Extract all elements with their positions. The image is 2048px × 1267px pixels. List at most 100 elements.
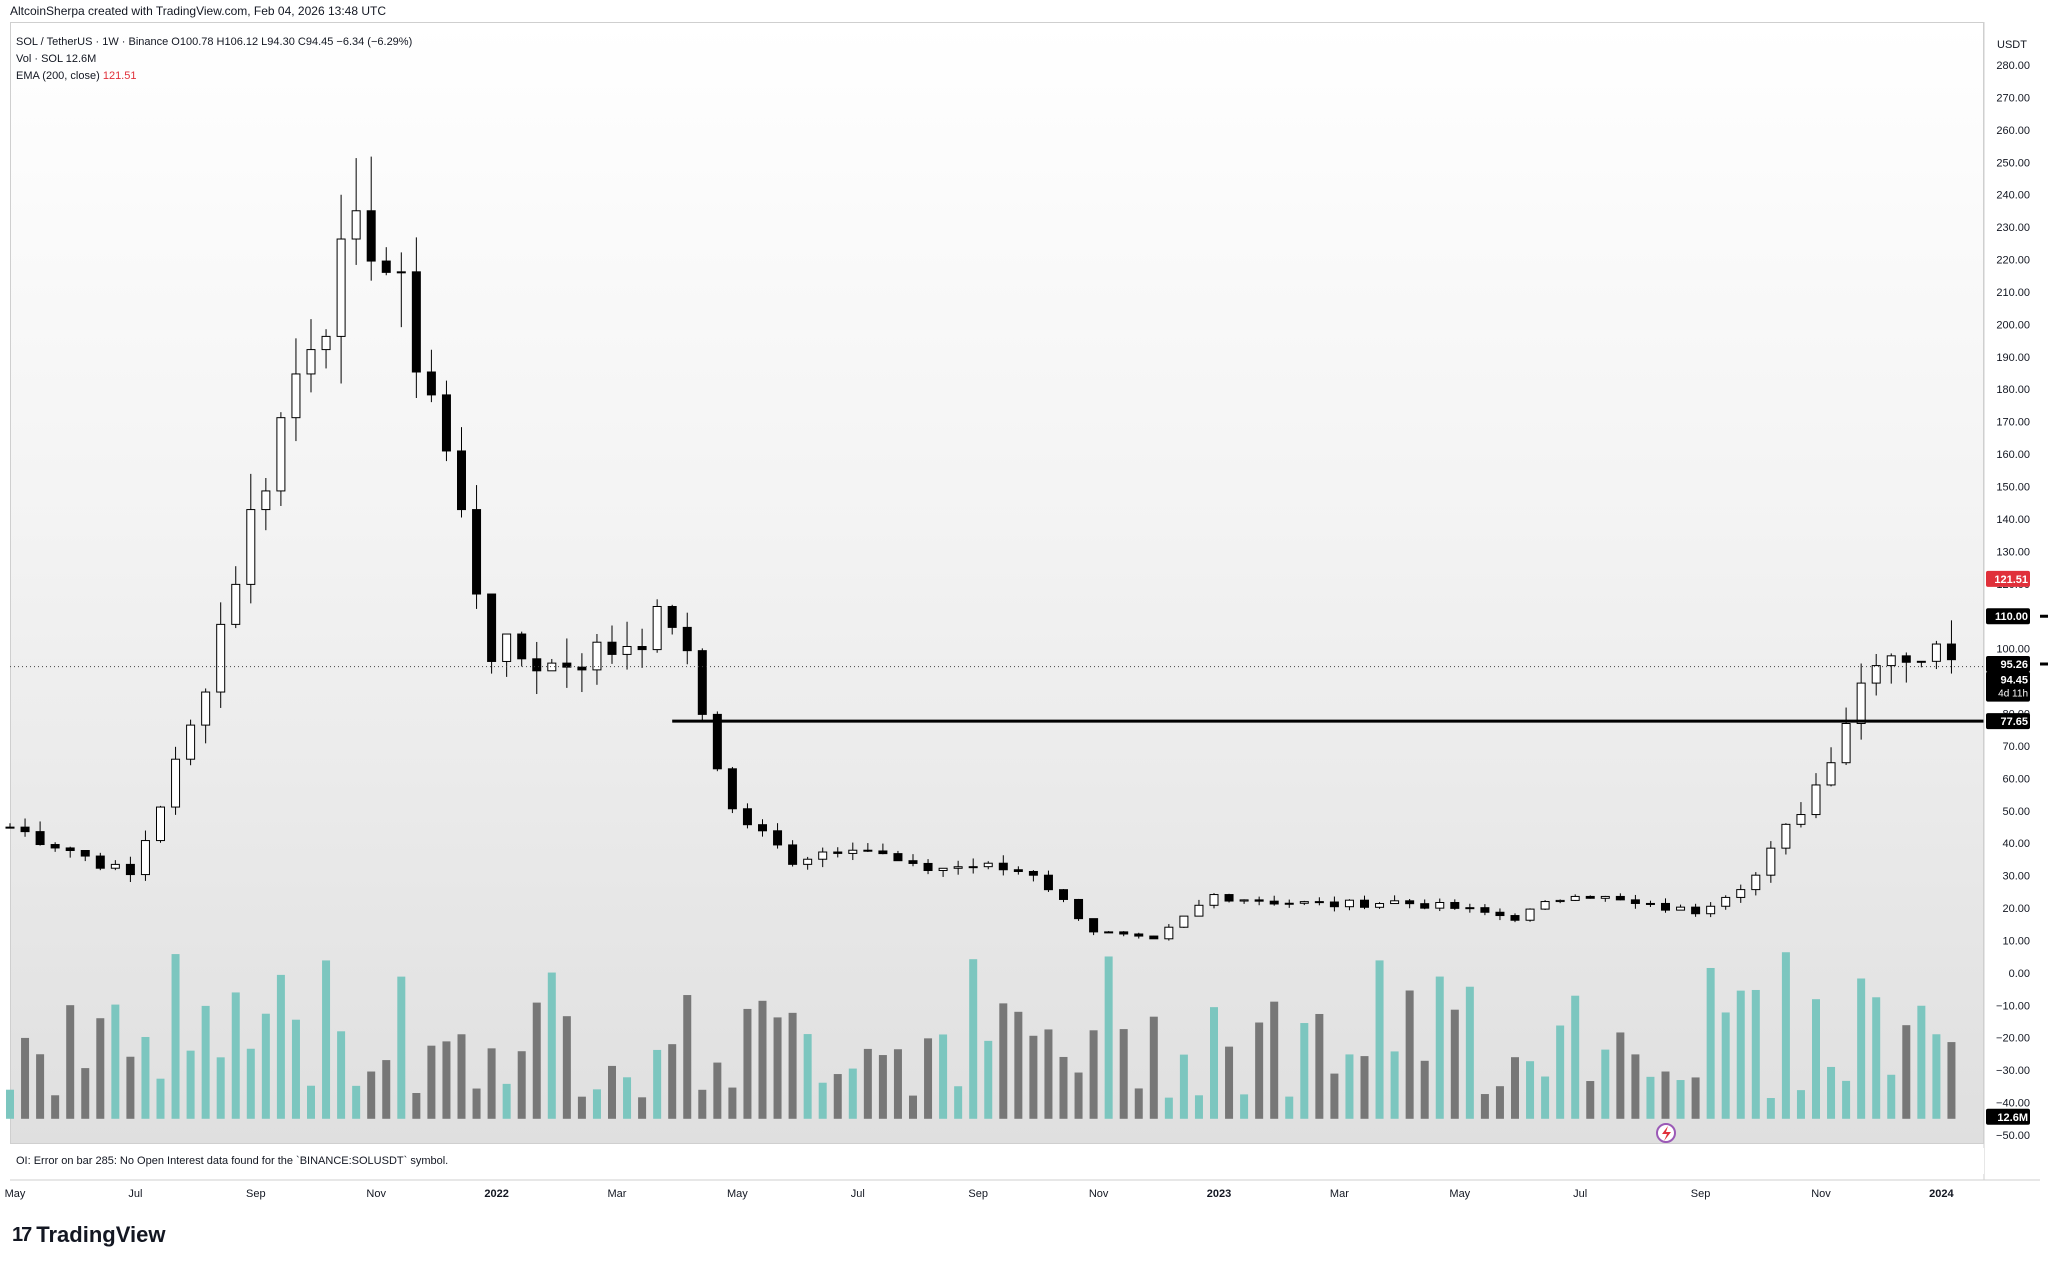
candle-down <box>65 847 75 852</box>
candle-down <box>1149 935 1159 940</box>
candle-down <box>1630 899 1640 904</box>
candle-up <box>1811 784 1821 816</box>
high-price-tag: 95.26 <box>2000 659 2028 671</box>
volume-bar <box>1134 1088 1143 1119</box>
volume-bar <box>1526 1061 1535 1119</box>
symbol-line[interactable]: SOL / TetherUS · 1W · Binance O100.78 H1… <box>16 36 413 48</box>
candle-down <box>788 844 798 865</box>
candle-down <box>908 860 918 864</box>
x-tick-label: Mar <box>1330 1188 1349 1200</box>
x-tick-label: Jul <box>851 1188 865 1200</box>
candle-up <box>171 758 181 808</box>
volume-bar <box>1465 986 1474 1119</box>
candle-down <box>381 260 391 273</box>
candle-up <box>1766 847 1776 876</box>
candle-down <box>1901 655 1911 663</box>
candle-down <box>1013 869 1023 872</box>
volume-bar <box>457 1034 466 1119</box>
ema-legend-line[interactable]: EMA (200, close) 121.51 <box>16 68 412 85</box>
candle-down <box>697 650 707 715</box>
volume-bar <box>1044 1029 1053 1119</box>
tradingview-brand[interactable]: 17 TradingView <box>12 1222 165 1248</box>
candle-down <box>863 849 873 852</box>
volume-bar <box>1450 1009 1459 1119</box>
y-tick-label: −50.00 <box>1996 1130 2030 1142</box>
volume-bar <box>66 1005 75 1119</box>
volume-bar <box>502 1083 511 1119</box>
volume-bar <box>638 1097 647 1119</box>
candle-down <box>758 824 767 832</box>
candle-down <box>532 658 542 672</box>
candle-down <box>682 626 692 652</box>
volume-bar <box>487 1048 496 1119</box>
volume-bar <box>1556 1025 1565 1119</box>
volume-bar <box>728 1087 737 1119</box>
volume-bar <box>577 1096 586 1119</box>
candle-up <box>216 623 226 693</box>
volume-bar <box>1014 1011 1023 1119</box>
volume-bar <box>1842 1080 1851 1119</box>
x-tick-label: May <box>727 1188 748 1200</box>
volume-bar <box>126 1056 135 1119</box>
volume-bar <box>1827 1066 1836 1119</box>
candle-up <box>336 238 346 337</box>
candle-down <box>1059 889 1068 900</box>
volume-bar <box>1210 1007 1218 1119</box>
level-77-tag-bg <box>1986 713 2030 730</box>
candle-up <box>848 849 858 854</box>
candle-down <box>998 862 1008 871</box>
price-axis[interactable]: USDT 280.00 270.00 260.00 250.00 240.00 230.00… <box>1983 22 2040 1180</box>
candle-up <box>622 646 632 655</box>
volume-bar <box>788 1012 797 1119</box>
volume-bar <box>322 960 331 1119</box>
y-tick-label: 140.00 <box>1996 514 2030 526</box>
candle-down <box>1043 874 1053 891</box>
level-77-tag: 77.65 <box>2000 716 2028 728</box>
volume-bar <box>1149 1016 1158 1119</box>
volume-bar <box>171 954 180 1119</box>
y-tick-label: 0.00 <box>2009 968 2030 980</box>
candle-up <box>1284 902 1294 905</box>
candle-up <box>1164 926 1174 940</box>
candle-down <box>742 808 752 826</box>
volume-line[interactable]: Vol · SOL 12.6M <box>16 53 97 65</box>
candle-down <box>773 830 783 846</box>
volume-bar <box>1541 1076 1550 1119</box>
candle-down <box>457 450 466 511</box>
volume-bar <box>1736 990 1745 1119</box>
candle-up <box>1435 901 1445 909</box>
volume-bar <box>683 995 692 1119</box>
x-tick-label: May <box>1449 1188 1470 1200</box>
candle-up <box>1796 814 1806 825</box>
volume-bar <box>1766 1098 1775 1119</box>
candle-down <box>1946 643 1956 661</box>
volume-bar <box>1601 1049 1610 1119</box>
price-tags: 121.51 110.00 95.26 94.45 4d 11h 77.65 12.6M <box>1656 570 2030 1143</box>
candle-up <box>246 509 256 585</box>
candle-up <box>592 641 602 671</box>
x-tick-label: Sep <box>246 1188 266 1200</box>
currency-label: USDT <box>1997 39 2027 51</box>
volume-bar <box>1646 1076 1655 1119</box>
volume-bar <box>984 1040 993 1119</box>
candle-up <box>351 210 361 240</box>
candle-up <box>1525 908 1535 921</box>
tradingview-brand-name: TradingView <box>36 1222 166 1247</box>
candle-down <box>712 713 722 770</box>
time-axis[interactable]: May Jul Sep Nov 2022 Mar May Jul Sep Nov 2023 Mar Ma… <box>5 1179 2040 1200</box>
volume-bar <box>1390 1051 1399 1119</box>
candle-down <box>562 662 572 668</box>
volume-bar <box>337 1031 346 1119</box>
volume-bar <box>1375 960 1384 1119</box>
volume-bar <box>352 1085 361 1119</box>
volume-bar <box>713 1062 722 1119</box>
price-pane[interactable] <box>10 22 1984 1144</box>
volume-bar <box>1706 967 1715 1119</box>
volume-bar <box>1812 999 1820 1119</box>
candle-down <box>1405 900 1415 905</box>
candle-down <box>727 768 737 810</box>
candle-down <box>1495 911 1505 917</box>
volume-bar <box>562 1016 571 1119</box>
candle-down <box>1119 931 1129 935</box>
